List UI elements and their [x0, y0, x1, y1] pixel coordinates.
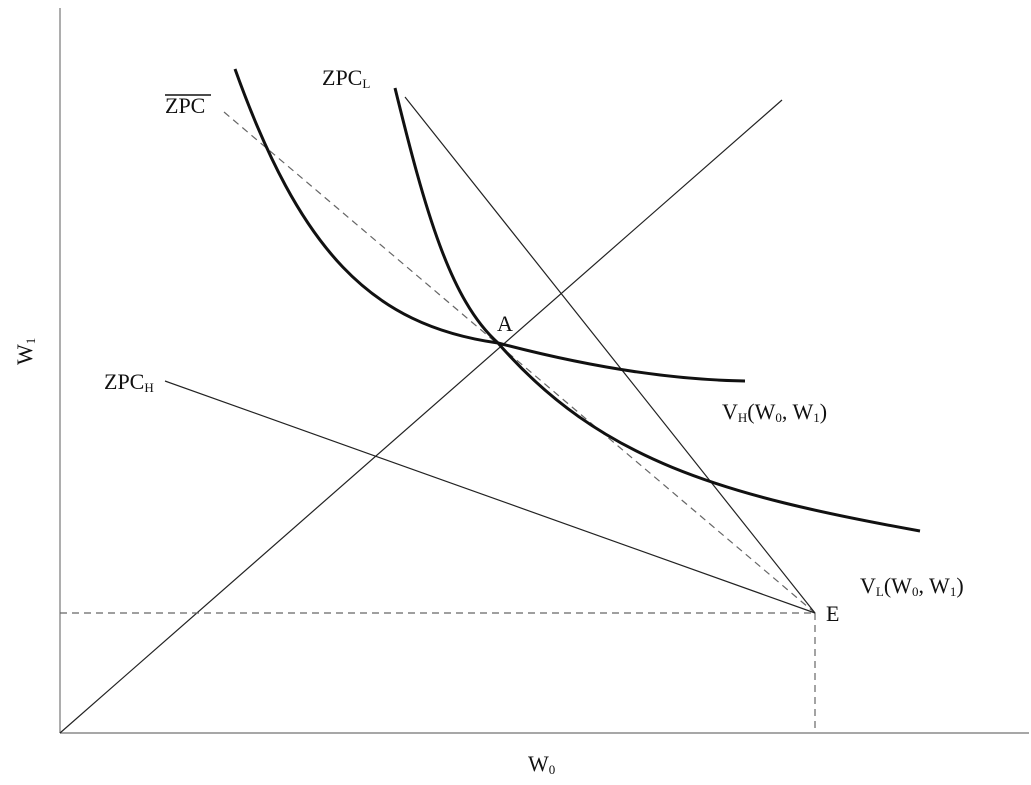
zpc-pooling-label-group: ZPC [165, 93, 211, 118]
low-risk-utility-label: VL(W0, W1) [860, 573, 964, 599]
zpc-low-risk-label: ZPCL [322, 65, 370, 91]
low-risk-indifference-curve [393, 87, 921, 533]
zpc-low-risk-line [404, 96, 816, 614]
point-a-label: A [497, 311, 513, 336]
point-e-label: E [826, 601, 839, 626]
high-risk-indifference-curve [233, 68, 746, 383]
high-risk-utility-label: VH(W0, W1) [722, 399, 827, 425]
zpc-pooling-line [223, 111, 816, 614]
x-axis-label: W0 [528, 751, 555, 777]
forty-five-degree-line [59, 99, 783, 734]
zpc-high-risk-label: ZPCH [104, 369, 154, 395]
zpc-high-risk-line [164, 380, 816, 614]
zpc-pooling-label: ZPC [165, 93, 205, 118]
y-axis-label: W1 [12, 338, 38, 365]
